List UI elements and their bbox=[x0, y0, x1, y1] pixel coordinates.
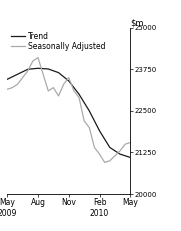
Seasonally Adjusted bbox=[68, 76, 70, 79]
Trend bbox=[47, 68, 49, 70]
Seasonally Adjusted bbox=[98, 153, 101, 155]
Seasonally Adjusted bbox=[114, 154, 116, 157]
Seasonally Adjusted bbox=[11, 86, 13, 89]
Seasonally Adjusted bbox=[63, 83, 65, 86]
Trend bbox=[68, 79, 70, 82]
Seasonally Adjusted bbox=[16, 83, 19, 86]
Trend bbox=[6, 78, 8, 81]
Seasonally Adjusted bbox=[22, 76, 24, 79]
Seasonally Adjusted bbox=[124, 143, 126, 146]
Seasonally Adjusted bbox=[83, 119, 85, 122]
Seasonally Adjusted bbox=[47, 90, 49, 92]
Seasonally Adjusted bbox=[93, 146, 96, 149]
Line: Seasonally Adjusted: Seasonally Adjusted bbox=[7, 58, 130, 162]
Line: Trend: Trend bbox=[7, 68, 130, 158]
Seasonally Adjusted bbox=[88, 126, 90, 129]
Trend bbox=[119, 153, 121, 155]
Trend bbox=[27, 68, 29, 71]
Seasonally Adjusted bbox=[32, 60, 34, 62]
Text: $m: $m bbox=[130, 19, 144, 28]
Seasonally Adjusted bbox=[57, 94, 60, 97]
Trend bbox=[16, 73, 19, 76]
Seasonally Adjusted bbox=[42, 73, 44, 76]
Trend bbox=[37, 67, 39, 70]
Seasonally Adjusted bbox=[78, 96, 80, 99]
Trend bbox=[109, 146, 111, 149]
Trend bbox=[57, 71, 60, 74]
Seasonally Adjusted bbox=[129, 141, 131, 144]
Trend bbox=[129, 156, 131, 159]
Trend bbox=[78, 93, 80, 96]
Seasonally Adjusted bbox=[37, 56, 39, 59]
Seasonally Adjusted bbox=[6, 88, 8, 91]
Seasonally Adjusted bbox=[27, 70, 29, 72]
Trend bbox=[98, 129, 101, 132]
Trend bbox=[88, 109, 90, 112]
Seasonally Adjusted bbox=[52, 86, 54, 89]
Seasonally Adjusted bbox=[73, 90, 75, 92]
Legend: Trend, Seasonally Adjusted: Trend, Seasonally Adjusted bbox=[11, 32, 105, 51]
Seasonally Adjusted bbox=[119, 149, 121, 152]
Seasonally Adjusted bbox=[104, 161, 106, 164]
Seasonally Adjusted bbox=[109, 159, 111, 162]
